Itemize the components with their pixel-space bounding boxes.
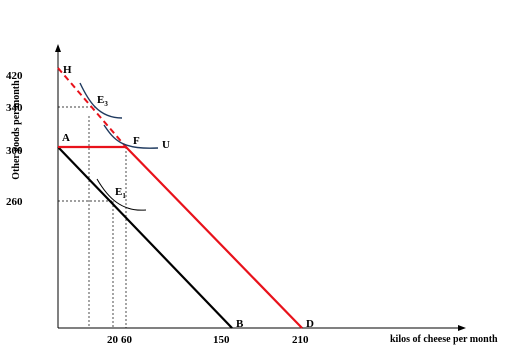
x-tick-label: 60 (121, 334, 133, 345)
point-label-D: D (306, 318, 314, 330)
point-label-U: U (162, 139, 170, 151)
budget-line-AB (57, 146, 233, 329)
x-axis-arrow (458, 325, 466, 331)
point-label-E1-main: E (115, 186, 122, 198)
point-label-H: H (63, 64, 72, 76)
y-tick-label: 420 (6, 70, 23, 82)
y-tick-label: 260 (6, 196, 23, 208)
point-label-B: B (236, 318, 244, 330)
point-label-E1-sub: 1 (122, 192, 126, 200)
y-tick-label: 340 (6, 102, 23, 114)
indifference-curve-E3 (79, 82, 123, 119)
y-axis-arrow (55, 44, 61, 52)
point-label-E1: E1 (115, 186, 126, 200)
point-label-E3-main: E (97, 94, 104, 106)
x-tick-label: 20 (107, 334, 119, 345)
point-label-E3-sub: 3 (104, 100, 108, 108)
budget-line-HF-dashed (57, 67, 127, 148)
indifference-curve-E1 (96, 178, 147, 211)
y-tick-label: 300 (6, 145, 23, 157)
x-axis-title: kilos of cheese per month (390, 334, 498, 345)
y-axis-title: Other goods per month (11, 80, 22, 180)
indifference-curve-U (103, 124, 159, 149)
point-label-A: A (62, 132, 70, 144)
point-label-E3: E3 (97, 94, 108, 108)
x-tick-label: 210 (292, 334, 309, 345)
x-tick-label: 150 (213, 334, 230, 345)
budget-line-AFD (58, 145, 303, 329)
point-label-F: F (133, 135, 140, 147)
